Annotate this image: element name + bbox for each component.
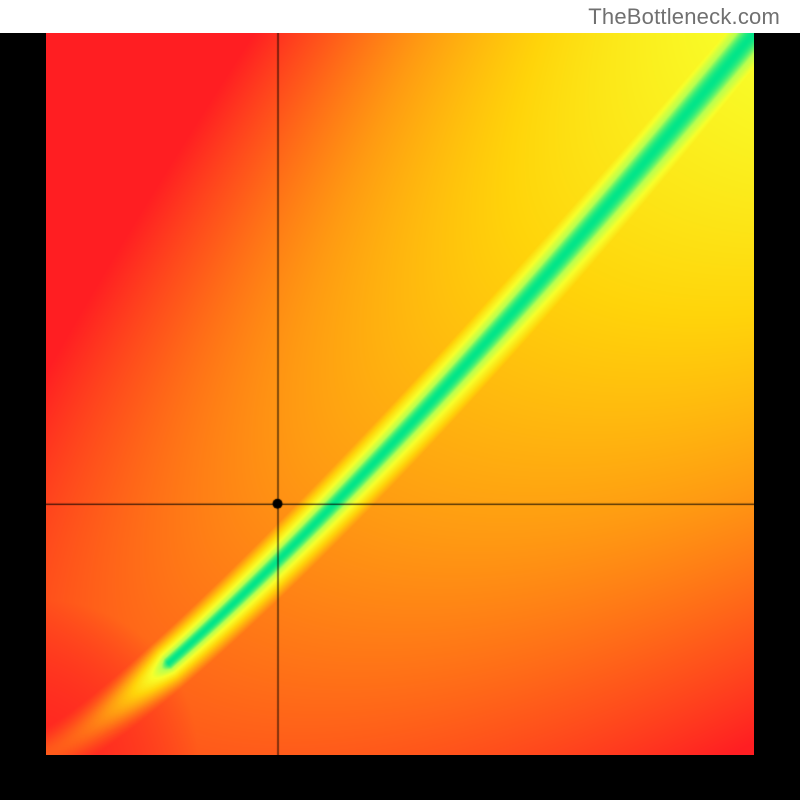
watermark-text: TheBottleneck.com (588, 4, 780, 30)
crosshair-overlay (46, 33, 754, 755)
heatmap-plot-area (46, 33, 754, 755)
